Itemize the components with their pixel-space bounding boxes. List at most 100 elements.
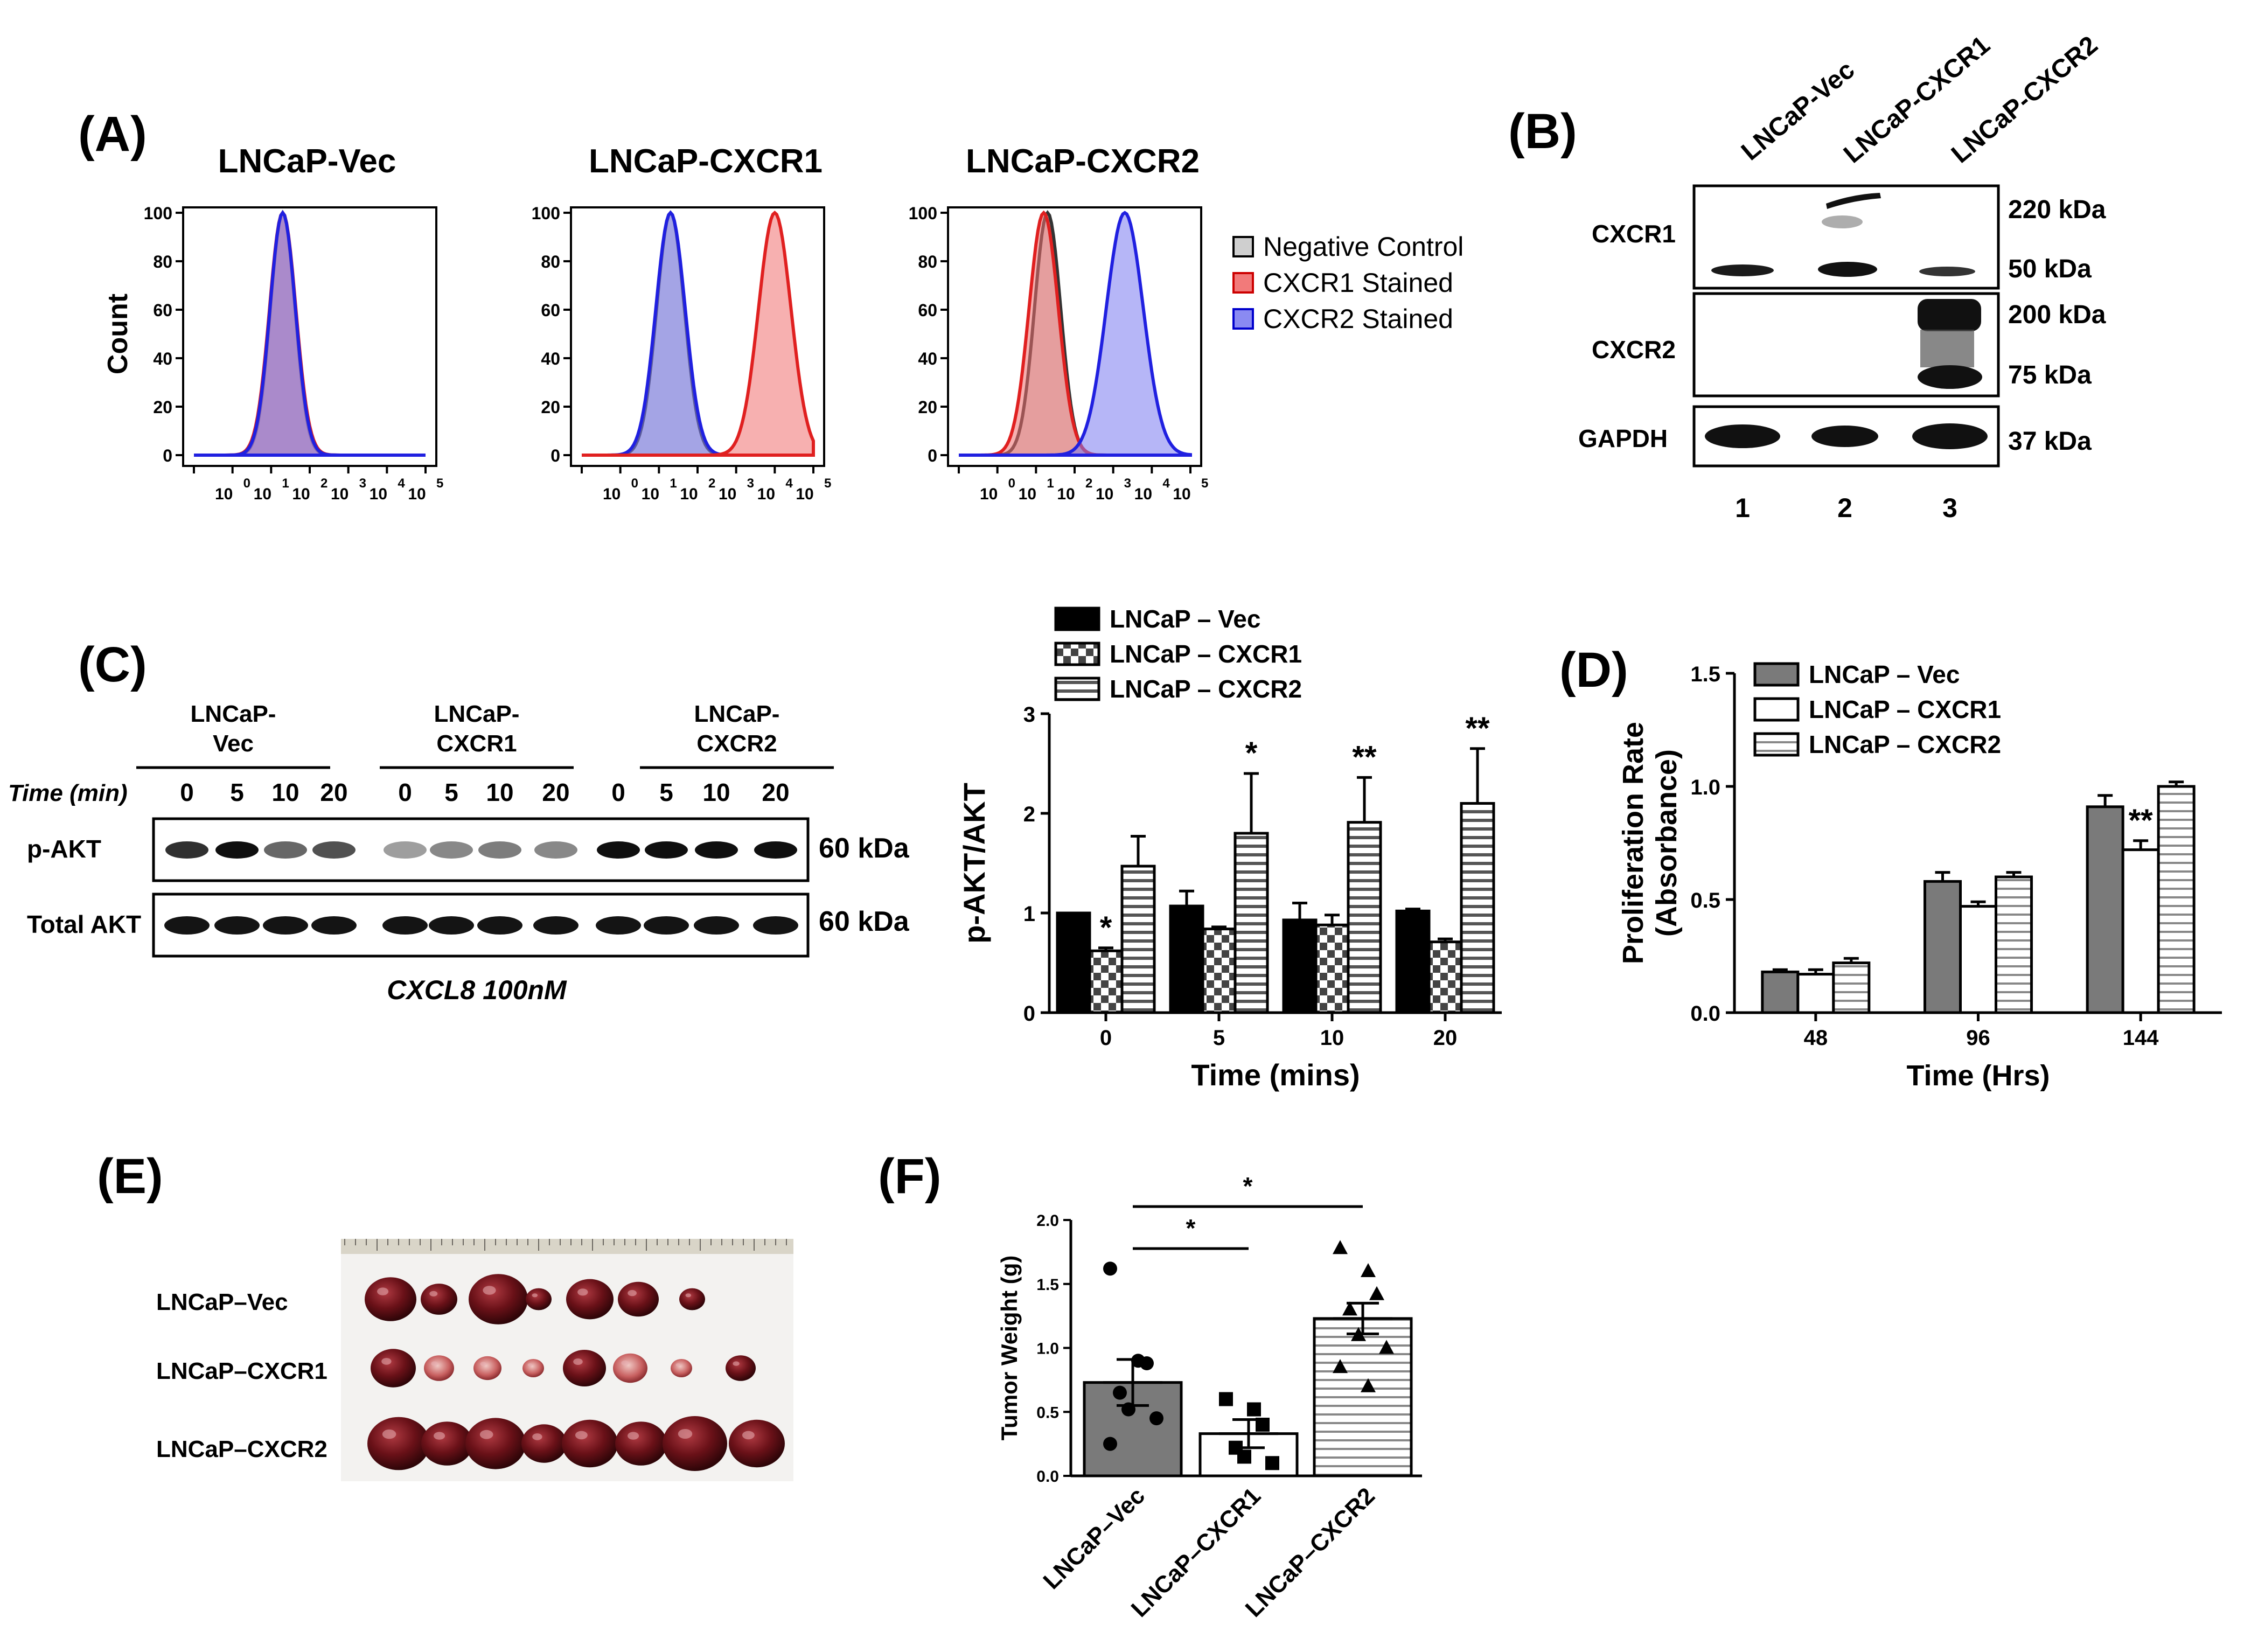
legend-label: LNCaP – Vec (1809, 660, 1960, 688)
data-point (1247, 1402, 1261, 1417)
marker-cxcr1-50: 50 kDa (2008, 255, 2092, 283)
data-point (1149, 1411, 1163, 1426)
tumor-highlight (532, 1433, 542, 1440)
x-tick-label: 48 (1804, 1026, 1828, 1050)
x-tick-label: 5 (1213, 1026, 1225, 1050)
group-header-line2: Vec (213, 730, 254, 757)
panel-c-group-headers: LNCaP- Vec LNCaP- CXCR1 LNCaP- CXCR2 (136, 701, 834, 769)
marker-cxcr1-220: 220 kDa (2008, 196, 2106, 224)
tumor-sample (729, 1419, 785, 1468)
tumor-weight-bar (1313, 1317, 1413, 1477)
band-cxcr1-lane1-50 (1711, 264, 1774, 276)
significance-marker: * (1100, 910, 1112, 945)
x-tick-exponent: 1 (282, 476, 289, 491)
time-point: 0 (611, 778, 625, 806)
tumor-sample (663, 1416, 727, 1471)
bar-lncap-cxcr1-10 (1314, 923, 1350, 1014)
tumor-samples (365, 1274, 785, 1471)
time-point: 20 (542, 778, 569, 806)
y-tick-label: 0 (928, 446, 937, 465)
bar-lncap-cxcr1-48 (1796, 973, 1835, 1014)
x-tick-label: 10 (1173, 485, 1190, 503)
tumor-sample (522, 1359, 544, 1377)
tumor-sample (679, 1288, 705, 1311)
histogram-curve-2-3 (582, 210, 815, 457)
tumor-sample (671, 1359, 692, 1377)
panel-label-f: (F) (878, 1149, 941, 1204)
y-tick-label: 20 (541, 398, 560, 417)
y-tick-label: 0 (550, 446, 560, 465)
x-tick-label: 10 (719, 485, 736, 503)
tumor-sample (615, 1421, 667, 1466)
tumor-sample (469, 1274, 528, 1325)
x-tick-exponent: 2 (1085, 476, 1092, 491)
y-tick-label: 100 (909, 204, 937, 223)
y-tick-label: 40 (918, 349, 937, 368)
band-cxcr1-lane3-50 (1919, 267, 1975, 276)
tumor-sample (618, 1281, 659, 1317)
tumor-row-label-cxcr2: LNCaP–CXCR2 (156, 1436, 327, 1462)
bar-lncap-cxcr1-144 (2121, 848, 2160, 1014)
row-label-cxcr2: CXCR2 (1592, 336, 1676, 364)
panel-label-e: (E) (97, 1149, 163, 1204)
tumor-sample (613, 1353, 647, 1383)
data-point (1361, 1378, 1376, 1392)
panel-a-legend: Negative Control CXCR1 Stained CXCR2 Sta… (1232, 232, 1464, 334)
significance-marker: * (1243, 1172, 1253, 1200)
tumor-sample (521, 1424, 567, 1463)
x-tick-label: 20 (1433, 1026, 1458, 1050)
x-tick-label: 0 (1100, 1026, 1112, 1050)
legend-label: LNCaP – CXCR2 (1809, 730, 2001, 758)
y-tick-label: 2 (1023, 803, 1035, 826)
marker-cxcr2-200: 200 kDa (2008, 301, 2106, 329)
x-tick-exponent: 5 (1201, 476, 1208, 491)
row-label-cxcr1: CXCR1 (1592, 220, 1676, 248)
data-point (1219, 1392, 1233, 1406)
x-tick-label: 10 (215, 485, 233, 503)
data-point (1342, 1301, 1357, 1316)
tumor-highlight (742, 1431, 755, 1440)
y-tick-label: 100 (532, 204, 560, 223)
x-tick-label: 10 (292, 485, 310, 503)
panel-labels: (A) (B) (C) (D) (E) (F) (78, 104, 1628, 1204)
panel-c-bands (164, 841, 798, 935)
band-total-akt (694, 916, 739, 935)
data-point (1351, 1327, 1366, 1341)
treatment-label: CXCL8 100nM (387, 975, 567, 1005)
bar-lncap-cxcr2-144 (2157, 785, 2196, 1014)
y-tick-label: 0.5 (1690, 889, 1720, 912)
tumor-row-label-cxcr1: LNCaP–CXCR1 (156, 1358, 327, 1384)
x-tick-label: 10 (1134, 485, 1152, 503)
x-tick-exponent: 4 (785, 476, 793, 491)
time-point: 20 (320, 778, 347, 806)
tumor-highlight (573, 1358, 583, 1365)
band-total-akt (382, 916, 428, 935)
time-point: 5 (444, 778, 458, 806)
tumor-sample (424, 1355, 454, 1381)
significance-marker: * (1245, 736, 1258, 771)
x-tick-label: 96 (1966, 1026, 1990, 1050)
band-p-akt (754, 841, 797, 859)
x-tick-label: 10 (757, 485, 775, 503)
legend-label-negative: Negative Control (1263, 232, 1464, 262)
data-point (1113, 1385, 1127, 1400)
panel-label-c: (C) (78, 637, 147, 692)
tumor-sample (421, 1421, 473, 1466)
legend-swatch (1753, 662, 1800, 687)
row-label-gapdh: GAPDH (1578, 424, 1668, 452)
bar-lncap-cxcr2-48 (1832, 961, 1871, 1014)
tumor-photo-ruler (341, 1239, 793, 1254)
x-tick-exponent: 3 (1124, 476, 1131, 491)
x-tick-exponent: 4 (398, 476, 405, 491)
y-tick-label: 3 (1023, 703, 1035, 727)
tumor-row-label-vec: LNCaP–Vec (156, 1289, 288, 1315)
bar-lncap-cxcr2-5 (1233, 832, 1269, 1014)
bar-lncap-cxcr2-96 (1995, 875, 2033, 1014)
time-point: 20 (762, 778, 789, 806)
panel-c-time-label: Time (min) (8, 780, 128, 806)
significance-marker: ** (1465, 711, 1490, 746)
lane-number-3: 3 (1942, 493, 1957, 523)
tumor-highlight (377, 1287, 389, 1295)
bar-lncap-vec-144 (2086, 805, 2124, 1014)
